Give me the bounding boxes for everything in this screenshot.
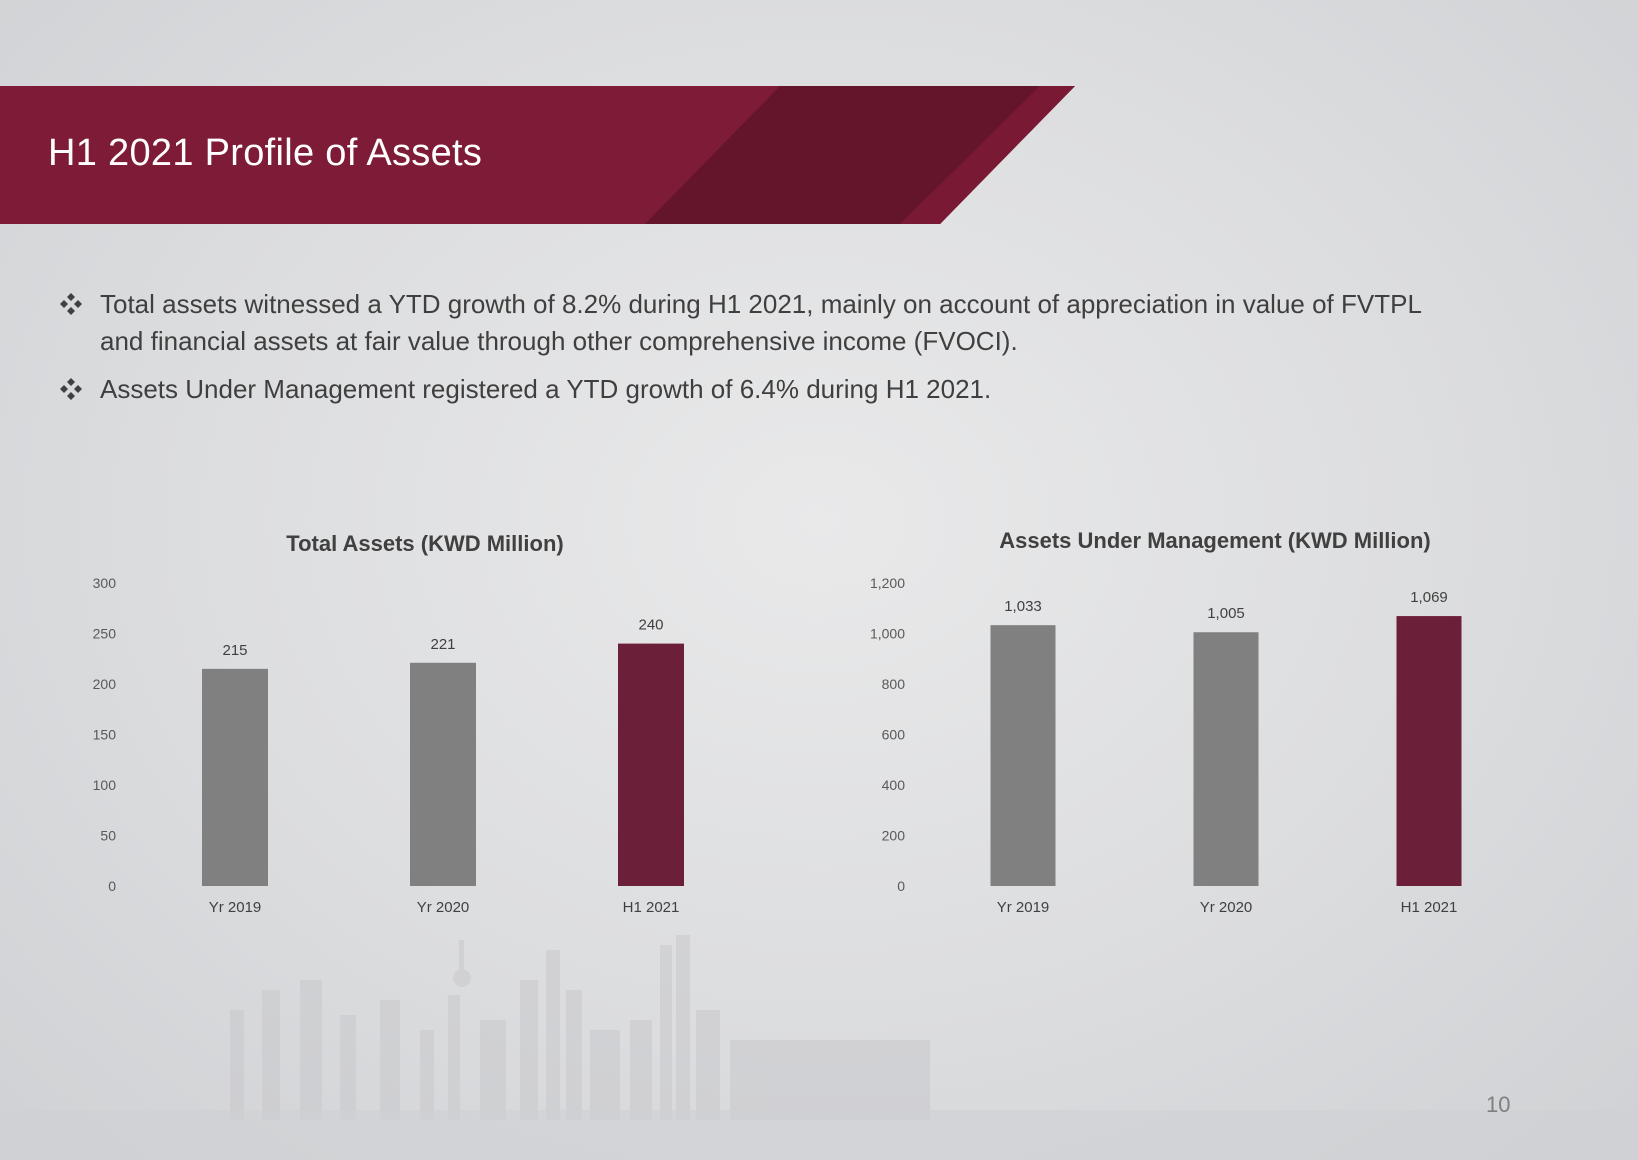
y-tick-label: 50 xyxy=(100,828,116,844)
data-label: 221 xyxy=(430,636,455,653)
bar xyxy=(410,662,476,886)
data-label: 1,033 xyxy=(1004,598,1042,615)
total-assets-chart: Total Assets (KWD Million) 0 50 100 150 200 25… xyxy=(93,531,684,916)
y-tick-label: 1,000 xyxy=(870,626,905,642)
chart-title: Assets Under Management (KWD Million) xyxy=(999,528,1430,553)
bar xyxy=(1193,632,1259,886)
y-tick-label: 800 xyxy=(882,676,906,692)
x-tick-label: Yr 2019 xyxy=(209,899,262,916)
page-title: H1 2021 Profile of Assets xyxy=(48,132,483,174)
chart-title: Total Assets (KWD Million) xyxy=(286,531,563,556)
x-tick-label: H1 2021 xyxy=(623,899,680,916)
bullet-item: Total assets witnessed a YTD growth of 8… xyxy=(58,286,1458,360)
bar xyxy=(1396,616,1462,886)
y-tick-label: 1,200 xyxy=(870,575,905,591)
x-tick-label: Yr 2019 xyxy=(997,899,1050,916)
y-tick-label: 0 xyxy=(897,878,905,894)
bar xyxy=(202,668,268,886)
y-tick-label: 200 xyxy=(93,676,117,692)
x-tick-label: Yr 2020 xyxy=(417,899,470,916)
title-banner xyxy=(0,86,1075,224)
diamond-cluster-icon xyxy=(60,293,82,315)
y-tick-label: 250 xyxy=(93,626,117,642)
data-label: 215 xyxy=(222,642,247,659)
y-tick-label: 200 xyxy=(882,828,906,844)
page-number: 10 xyxy=(1486,1092,1511,1117)
aum-chart: Assets Under Management (KWD Million) 0 20… xyxy=(870,528,1462,916)
y-tick-label: 150 xyxy=(93,727,117,743)
bar xyxy=(990,625,1056,886)
y-tick-label: 400 xyxy=(882,777,906,793)
y-tick-label: 0 xyxy=(108,878,116,894)
city-skyline-image xyxy=(0,935,1638,1160)
data-label: 1,005 xyxy=(1207,605,1245,622)
y-tick-label: 300 xyxy=(93,575,117,591)
x-tick-label: H1 2021 xyxy=(1401,899,1458,916)
data-label: 1,069 xyxy=(1410,589,1448,606)
bullet-text: Assets Under Management registered a YTD… xyxy=(100,374,992,404)
diamond-cluster-icon xyxy=(60,378,82,400)
y-tick-label: 600 xyxy=(882,727,906,743)
bar xyxy=(618,643,684,886)
bullet-list: Total assets witnessed a YTD growth of 8… xyxy=(58,286,1458,419)
data-label: 240 xyxy=(638,617,663,634)
bullet-text: Total assets witnessed a YTD growth of 8… xyxy=(100,289,1421,356)
y-tick-label: 100 xyxy=(93,777,117,793)
bullet-item: Assets Under Management registered a YTD… xyxy=(58,371,1458,408)
x-tick-label: Yr 2020 xyxy=(1200,899,1253,916)
